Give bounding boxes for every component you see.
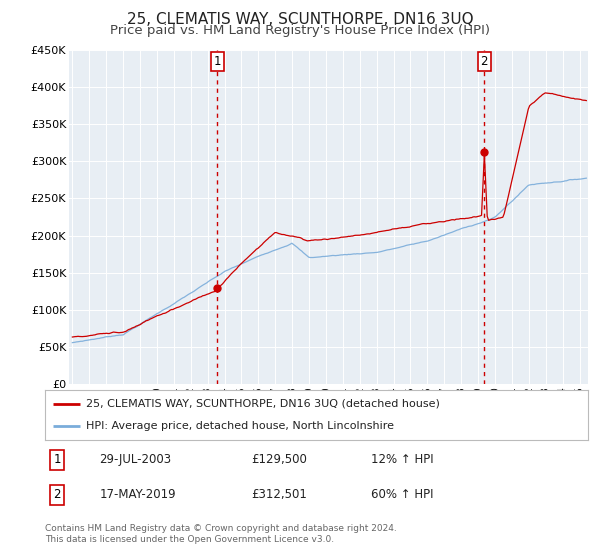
Text: 2: 2 <box>53 488 61 501</box>
Text: £129,500: £129,500 <box>251 454 307 466</box>
Text: 12% ↑ HPI: 12% ↑ HPI <box>371 454 433 466</box>
Text: 1: 1 <box>214 55 221 68</box>
Text: Contains HM Land Registry data © Crown copyright and database right 2024.: Contains HM Land Registry data © Crown c… <box>45 524 397 533</box>
Text: 25, CLEMATIS WAY, SCUNTHORPE, DN16 3UQ (detached house): 25, CLEMATIS WAY, SCUNTHORPE, DN16 3UQ (… <box>86 399 440 409</box>
Text: HPI: Average price, detached house, North Lincolnshire: HPI: Average price, detached house, Nort… <box>86 421 394 431</box>
Text: £312,501: £312,501 <box>251 488 307 501</box>
Text: This data is licensed under the Open Government Licence v3.0.: This data is licensed under the Open Gov… <box>45 535 334 544</box>
Text: 29-JUL-2003: 29-JUL-2003 <box>100 454 172 466</box>
Text: 2: 2 <box>481 55 488 68</box>
Text: 17-MAY-2019: 17-MAY-2019 <box>100 488 176 501</box>
Text: 60% ↑ HPI: 60% ↑ HPI <box>371 488 433 501</box>
Text: 1: 1 <box>53 454 61 466</box>
Text: 25, CLEMATIS WAY, SCUNTHORPE, DN16 3UQ: 25, CLEMATIS WAY, SCUNTHORPE, DN16 3UQ <box>127 12 473 27</box>
Text: Price paid vs. HM Land Registry's House Price Index (HPI): Price paid vs. HM Land Registry's House … <box>110 24 490 37</box>
